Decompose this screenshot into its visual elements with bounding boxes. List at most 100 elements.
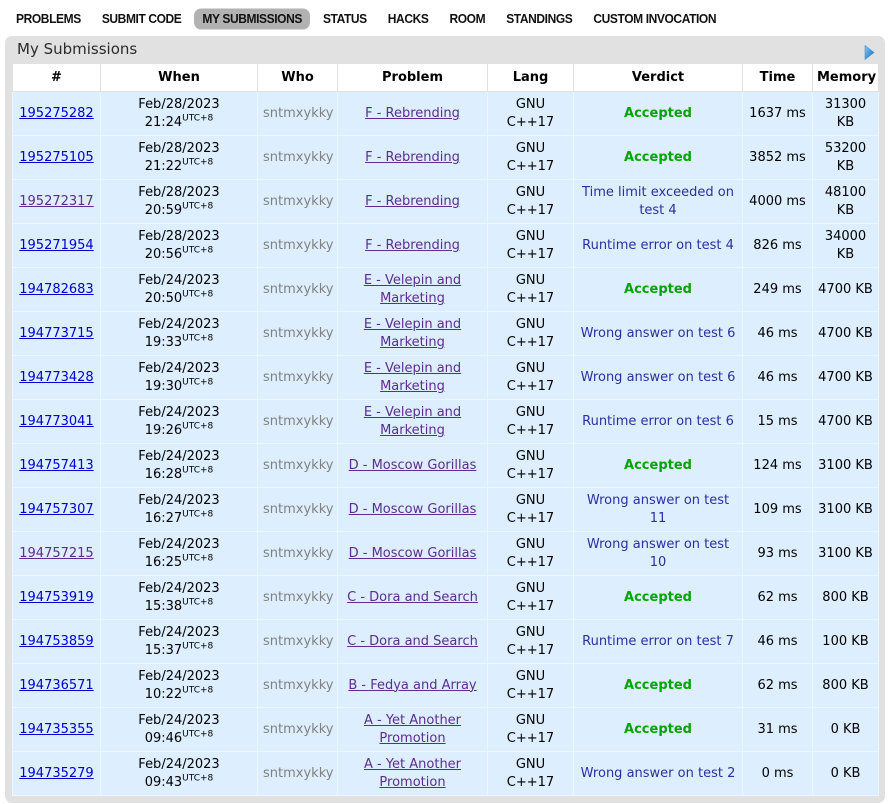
nav-tab-room[interactable]: ROOM <box>449 11 486 27</box>
verdict-text: Accepted <box>624 721 692 737</box>
nav-tab-problems[interactable]: PROBLEMS <box>16 11 81 27</box>
problem-link[interactable]: E - Velepin and Marketing <box>363 404 462 438</box>
submission-id-link[interactable]: 194736571 <box>19 677 94 693</box>
submission-when-cell: Feb/28/2023 20:56UTC+8 <box>100 223 258 268</box>
submission-when-cell: Feb/24/2023 15:38UTC+8 <box>100 575 258 620</box>
problem-link[interactable]: F - Rebrending <box>365 237 460 253</box>
submission-id-link[interactable]: 194757215 <box>19 545 94 561</box>
submission-author-link[interactable]: sntmxykky <box>263 589 334 605</box>
nav-tab-status[interactable]: STATUS <box>322 11 367 27</box>
nav-tab-standings[interactable]: STANDINGS <box>506 11 573 27</box>
submission-id-link[interactable]: 194773041 <box>19 413 94 429</box>
nav-tab-submit-code[interactable]: SUBMIT CODE <box>101 11 182 27</box>
memory-cell: 34000 KB <box>812 223 879 268</box>
submission-id-link[interactable]: 194757307 <box>19 501 94 517</box>
submission-id-link[interactable]: 194753859 <box>19 633 94 649</box>
submission-id-link[interactable]: 194757413 <box>19 457 94 473</box>
submission-author-link[interactable]: sntmxykky <box>263 765 334 781</box>
problem-link[interactable]: D - Moscow Gorillas <box>348 501 477 517</box>
problem-link[interactable]: B - Fedya and Array <box>348 677 477 693</box>
submission-date: Feb/28/2023 <box>138 96 220 112</box>
problem-link[interactable]: C - Dora and Search <box>347 633 478 649</box>
verdict-cell: Wrong answer on test 6 <box>573 355 743 400</box>
submission-author-link[interactable]: sntmxykky <box>263 457 334 473</box>
problem-link[interactable]: E - Velepin and Marketing <box>363 360 462 394</box>
submission-time: 16:27UTC+8 <box>144 509 214 526</box>
column-header-memory: Memory <box>812 63 879 92</box>
submission-author-cell: sntmxykky <box>257 443 338 488</box>
problem-link[interactable]: A - Yet Another Promotion <box>363 756 462 790</box>
verdict-text: Accepted <box>624 677 692 693</box>
submission-time: 20:56UTC+8 <box>144 245 214 262</box>
submission-author-link[interactable]: sntmxykky <box>263 721 334 737</box>
submission-id-link[interactable]: 194753919 <box>19 589 94 605</box>
problem-cell: C - Dora and Search <box>337 619 488 664</box>
submission-id-link[interactable]: 194773715 <box>19 325 94 341</box>
submission-id-link[interactable]: 194735355 <box>19 721 94 737</box>
problem-link[interactable]: F - Rebrending <box>365 105 460 121</box>
column-header-when: When <box>100 63 258 92</box>
problem-link[interactable]: E - Velepin and Marketing <box>363 272 462 306</box>
panel-caption: My Submissions <box>12 36 878 63</box>
submission-id-link[interactable]: 195272317 <box>19 193 94 209</box>
submission-when-cell: Feb/24/2023 15:37UTC+8 <box>100 619 258 664</box>
problem-link[interactable]: A - Yet Another Promotion <box>363 712 462 746</box>
language-cell: GNU C++17 <box>487 443 574 488</box>
submission-date: Feb/28/2023 <box>138 140 220 156</box>
submission-id-link[interactable]: 195275282 <box>19 105 94 121</box>
language-cell: GNU C++17 <box>487 751 574 796</box>
submission-when-cell: Feb/28/2023 21:22UTC+8 <box>100 135 258 180</box>
submission-id-link[interactable]: 195275105 <box>19 149 94 165</box>
submission-author-link[interactable]: sntmxykky <box>263 677 334 693</box>
submission-author-link[interactable]: sntmxykky <box>263 149 334 165</box>
problem-link[interactable]: C - Dora and Search <box>347 589 478 605</box>
submission-date: Feb/24/2023 <box>138 668 220 684</box>
time-cell: 46 ms <box>742 311 813 356</box>
submission-author-link[interactable]: sntmxykky <box>263 501 334 517</box>
problem-cell: A - Yet Another Promotion <box>337 707 488 752</box>
submission-id-cell: 195275282 <box>12 91 101 136</box>
submission-author-cell: sntmxykky <box>257 179 338 224</box>
problem-link[interactable]: F - Rebrending <box>365 193 460 209</box>
memory-cell: 31300 KB <box>812 91 879 136</box>
language-cell: GNU C++17 <box>487 355 574 400</box>
submission-time: 16:28UTC+8 <box>144 465 214 482</box>
submission-id-cell: 195275105 <box>12 135 101 180</box>
problem-link[interactable]: D - Moscow Gorillas <box>348 545 477 561</box>
problem-link[interactable]: F - Rebrending <box>365 149 460 165</box>
submission-when-cell: Feb/24/2023 16:28UTC+8 <box>100 443 258 488</box>
submission-author-link[interactable]: sntmxykky <box>263 369 334 385</box>
submission-author-link[interactable]: sntmxykky <box>263 105 334 121</box>
submission-author-link[interactable]: sntmxykky <box>263 281 334 297</box>
table-row: 194735279 Feb/24/2023 09:43UTC+8 sntmxyk… <box>12 751 879 796</box>
problem-link[interactable]: E - Velepin and Marketing <box>363 316 462 350</box>
submission-author-link[interactable]: sntmxykky <box>263 633 334 649</box>
submission-author-link[interactable]: sntmxykky <box>263 193 334 209</box>
submission-id-cell: 194757215 <box>12 531 101 576</box>
play-right-arrow-icon[interactable] <box>864 42 875 61</box>
table-row: 194757215 Feb/24/2023 16:25UTC+8 sntmxyk… <box>12 531 879 576</box>
submission-author-link[interactable]: sntmxykky <box>263 413 334 429</box>
table-row: 194736571 Feb/24/2023 10:22UTC+8 sntmxyk… <box>12 663 879 708</box>
submission-id-link[interactable]: 195271954 <box>19 237 94 253</box>
nav-tab-custom-invocation[interactable]: CUSTOM INVOCATION <box>593 11 717 27</box>
submission-date: Feb/24/2023 <box>138 404 220 420</box>
column-header-problem: Problem <box>337 63 488 92</box>
submission-author-link[interactable]: sntmxykky <box>263 237 334 253</box>
time-cell: 62 ms <box>742 663 813 708</box>
nav-tab-hacks[interactable]: HACKS <box>387 11 429 27</box>
submission-time: 19:30UTC+8 <box>144 377 214 394</box>
nav-tab-my-submissions[interactable]: MY SUBMISSIONS <box>194 8 310 30</box>
submission-id-link[interactable]: 194735279 <box>19 765 94 781</box>
problem-link[interactable]: D - Moscow Gorillas <box>348 457 477 473</box>
submission-author-link[interactable]: sntmxykky <box>263 325 334 341</box>
submission-id-link[interactable]: 194782683 <box>19 281 94 297</box>
submission-when-cell: Feb/24/2023 19:26UTC+8 <box>100 399 258 444</box>
time-cell: 3852 ms <box>742 135 813 180</box>
submission-time: 20:50UTC+8 <box>144 289 214 306</box>
verdict-text: Wrong answer on test 10 <box>586 536 730 570</box>
submission-author-link[interactable]: sntmxykky <box>263 545 334 561</box>
submission-author-cell: sntmxykky <box>257 399 338 444</box>
submission-id-link[interactable]: 194773428 <box>19 369 94 385</box>
memory-cell: 4700 KB <box>812 267 879 312</box>
